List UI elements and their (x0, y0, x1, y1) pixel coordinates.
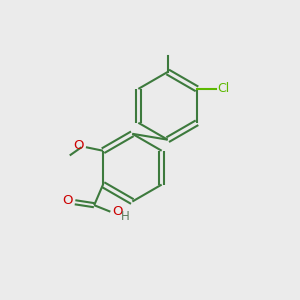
Text: Cl: Cl (217, 82, 230, 95)
Text: O: O (112, 205, 123, 218)
Text: H: H (121, 211, 129, 224)
Text: O: O (62, 194, 73, 207)
Text: O: O (74, 139, 84, 152)
